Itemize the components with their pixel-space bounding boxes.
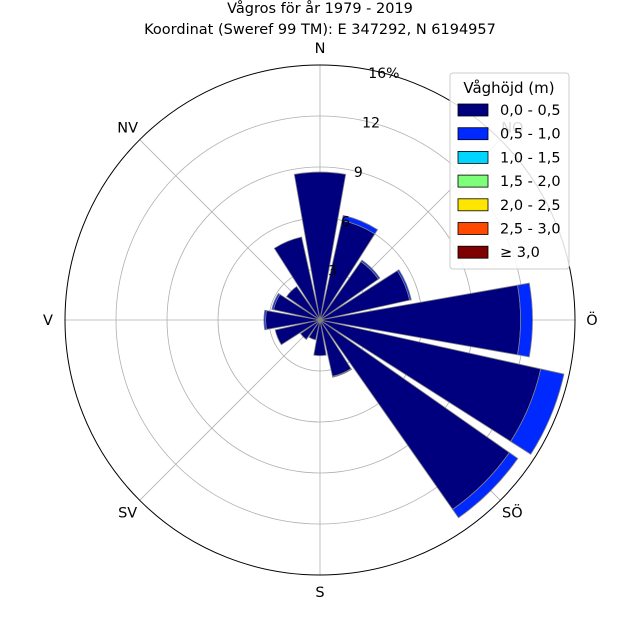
rose-bar-segment [452,452,519,519]
rose-bar-segment [263,309,267,331]
rose-bar-segment [396,269,412,301]
legend-box [449,72,570,270]
rose-bar-segment [308,319,321,341]
radial-tick-label: 9 [354,165,363,181]
radial-tick-label: 6 [341,214,350,230]
rose-bar-segment [341,214,379,235]
legend-entry-label: 2,5 - 3,0 [500,222,561,238]
legend-swatch [457,150,489,164]
radial-tick-label: 16% [368,66,399,82]
rose-bar-segment [517,282,533,358]
rose-bar-segment [271,292,281,311]
direction-label: SÖ [502,503,523,521]
grid-spoke [139,319,321,501]
legend-swatch [457,103,489,117]
radial-tick-label: 12 [362,116,380,132]
legend-swatch [457,222,489,235]
radial-tick-labels: 3 6 9 12 16% [328,66,399,280]
rose-bar-segment [510,368,565,455]
chart-subtitle: Koordinat (Sweref 99 TM): E 347292, N 61… [144,22,496,38]
legend-title: Våghöjd (m) [463,79,554,97]
legend-entry-label: 0,5 - 1,0 [500,127,561,143]
rose-bar-segment [332,368,353,378]
rose-bar-segment [299,319,321,341]
polar-outer-ring [64,64,576,576]
direction-label: SV [118,505,137,521]
chart-title: Vågros för år 1979 - 2019 [227,0,413,17]
grid-spoke [139,139,321,321]
rose-bar-segment [273,236,321,321]
legend-swatch [457,245,489,259]
legend-entry-label: ≥ 3,0 [500,245,540,261]
direction-label: NV [117,121,138,137]
rose-bars [263,171,565,519]
rose-bar-segment [313,319,327,357]
legend-entry-label: 1,0 - 1,5 [500,150,561,166]
legend-entry-label: 2,0 - 2,5 [500,198,561,214]
rose-bar-segment [293,171,347,321]
direction-label: N [315,41,326,57]
rose-bar-segment [286,286,321,321]
legend-entry-label: 0,0 - 0,5 [500,103,561,119]
legend: Våghöjd (m) 0,0 - 0,5 0,5 - 1,0 1,0 - 1,5 1… [449,72,570,270]
radial-tick-label: 3 [328,264,337,280]
rose-bar-segment [360,259,381,280]
direction-label: Ö [586,311,597,329]
direction-label: S [315,585,324,601]
legend-swatch [457,198,489,212]
legend-swatch [457,127,489,141]
rose-bar-segment [274,319,321,346]
direction-label: V [43,313,53,329]
legend-entry-label: 1,5 - 2,0 [500,174,561,190]
legend-swatch [457,174,489,188]
